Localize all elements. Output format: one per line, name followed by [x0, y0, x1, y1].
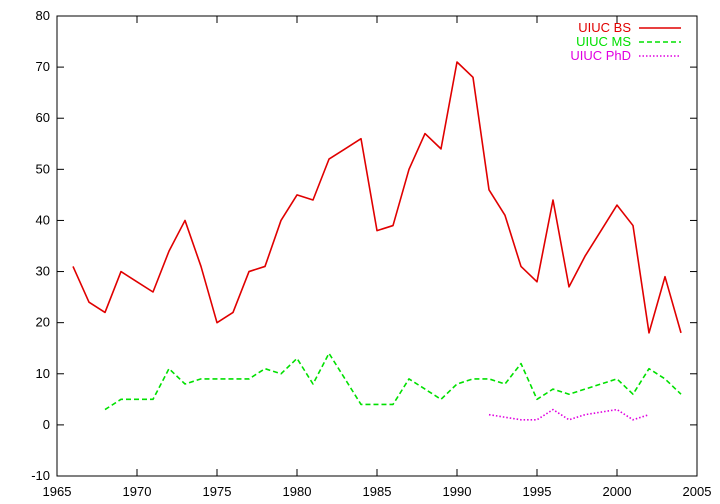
- legend-label: UIUC BS: [578, 20, 631, 35]
- plot-frame: [56, 15, 698, 477]
- x-tick-label: 1985: [363, 484, 392, 499]
- axis-ticks: -10 0 10 20 30 40 50 60 70 80 1965 1970 1975 1980 1985…: [31, 8, 711, 499]
- y-tick-label: 40: [36, 212, 50, 227]
- x-tick-label: 2000: [603, 484, 632, 499]
- x-tick-label: 1970: [123, 484, 152, 499]
- y-tick-label: 70: [36, 59, 50, 74]
- y-tick-label: 10: [36, 366, 50, 381]
- legend-label: UIUC PhD: [570, 48, 631, 63]
- series-line-uiuc-phd: [488, 408, 650, 421]
- x-tick-label: 1975: [203, 484, 232, 499]
- series-group: [72, 61, 682, 421]
- x-tick-label: 1995: [523, 484, 552, 499]
- y-tick-label: 30: [36, 264, 50, 279]
- x-tick-label: 2005: [683, 484, 712, 499]
- y-tick-label: 60: [36, 110, 50, 125]
- x-tick-label: 1990: [443, 484, 472, 499]
- y-tick-label: -10: [31, 468, 50, 483]
- legend-label: UIUC MS: [576, 34, 631, 49]
- y-tick-label: 0: [43, 417, 50, 432]
- y-tick-label: 50: [36, 161, 50, 176]
- y-tick-label: 20: [36, 315, 50, 330]
- x-tick-label: 1965: [43, 484, 72, 499]
- y-tick-label: 80: [36, 8, 50, 23]
- series-line-uiuc-ms: [104, 352, 682, 411]
- x-tick-label: 1980: [283, 484, 312, 499]
- series-line-uiuc-bs: [72, 61, 682, 334]
